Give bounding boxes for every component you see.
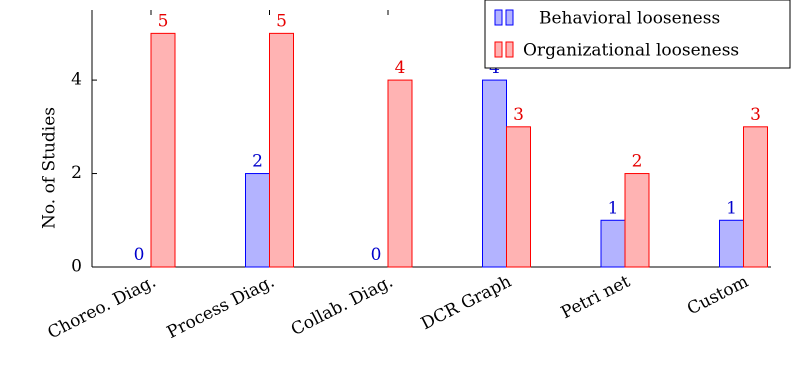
data-label: 4 <box>395 58 406 78</box>
data-label: 3 <box>513 105 524 125</box>
data-label: 1 <box>726 198 737 218</box>
legend-swatch <box>505 9 514 26</box>
x-tick-label: Choreo. Diag. <box>45 272 160 344</box>
bar-behavioral <box>600 219 626 268</box>
data-label: 5 <box>158 11 169 31</box>
data-label: 5 <box>276 11 287 31</box>
legend: Behavioral looseness Organizational loose… <box>484 0 791 69</box>
axes <box>91 10 771 268</box>
bars: 052504431213 <box>134 10 768 268</box>
y-axis-label: No. of Studies <box>40 107 60 229</box>
bar-organizational <box>624 173 650 268</box>
legend-swatch <box>494 41 503 58</box>
legend-box <box>484 0 791 69</box>
y-tick-label: 2 <box>71 163 82 183</box>
data-label: 1 <box>608 198 619 218</box>
data-label: 0 <box>371 245 382 265</box>
x-tick-labels: Choreo. Diag. Process Diag. Collab. Diag. D… <box>45 272 752 344</box>
bar-behavioral <box>719 219 744 268</box>
data-label: 0 <box>134 245 145 265</box>
bar-organizational <box>387 79 413 268</box>
legend-swatch <box>494 9 503 26</box>
y-ticks: 0 2 4 <box>71 70 97 277</box>
bar-organizational <box>150 32 176 268</box>
y-tick-label: 4 <box>71 70 82 90</box>
bar-organizational <box>269 32 294 268</box>
bar-behavioral <box>245 173 270 268</box>
legend-label: Organizational looseness <box>523 41 739 61</box>
x-tick-label: Petri net <box>558 272 633 324</box>
x-tick-label: Custom <box>684 272 752 320</box>
bar-behavioral <box>482 79 507 268</box>
x-tick-label: Process Diag. <box>164 272 278 343</box>
y-tick-label: 0 <box>71 257 82 277</box>
legend-label: Behavioral looseness <box>539 9 720 29</box>
bar-organizational <box>506 126 531 268</box>
x-tick-label: Collab. Diag. <box>288 272 396 340</box>
data-label: 2 <box>252 152 263 172</box>
data-label: 3 <box>750 105 761 125</box>
x-tick-label: DCR Graph <box>418 272 515 335</box>
legend-swatch <box>505 41 514 58</box>
data-label: 2 <box>632 152 643 172</box>
bar-organizational <box>743 126 768 268</box>
